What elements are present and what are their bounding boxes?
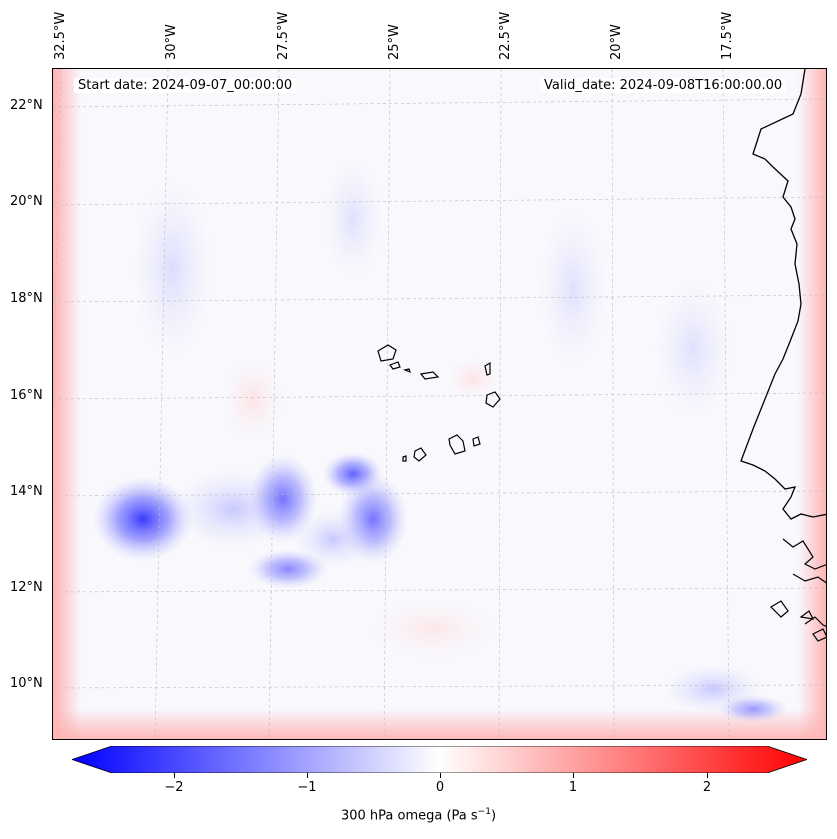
lat-label-14N: 14°N: [10, 484, 43, 499]
colorbar-tickmark: [707, 773, 708, 778]
lon-label-27.5W: 27.5°W: [276, 11, 291, 60]
lat-label-20N: 20°N: [10, 194, 43, 209]
colorbar-tick-label: −1: [297, 780, 317, 795]
map-panel: [52, 68, 827, 740]
graticule: [53, 69, 826, 739]
ascent-features: [93, 452, 788, 723]
lat-label-10N: 10°N: [10, 676, 43, 691]
lat-label-16N: 16°N: [10, 388, 43, 403]
lat-label-18N: 18°N: [10, 291, 43, 306]
lon-label-32.5W: 32.5°W: [53, 11, 68, 60]
colorbar-tickmark: [174, 773, 175, 778]
colorbar-tick-label: 0: [435, 780, 445, 795]
edge-band-left: [53, 69, 81, 739]
edge-band-bottom: [53, 709, 826, 739]
lat-label-22N: 22°N: [10, 98, 43, 113]
colorbar-tick-label: 1: [568, 780, 578, 795]
field-patches: [133, 159, 763, 714]
lat-label-12N: 12°N: [10, 580, 43, 595]
lon-label-17.5W: 17.5°W: [720, 11, 735, 60]
colorbar-tick-label: 2: [702, 780, 712, 795]
lon-label-22.5W: 22.5°W: [498, 11, 513, 60]
start-date-label: Start date: 2024-09-07_00:00:00: [74, 78, 297, 93]
cape-verde-islands: [377, 344, 501, 462]
colorbar-tickmark: [440, 773, 441, 778]
edge-band-right: [798, 69, 826, 739]
colorbar-tickmark: [573, 773, 574, 778]
colorbar-gradient: [70, 745, 809, 774]
colorbar: [70, 745, 809, 774]
colorbar-label: 300 hPa omega (Pa s−1): [340, 807, 497, 824]
africa-coastline: [740, 69, 826, 520]
colorbar-tick-label: −2: [164, 780, 184, 795]
valid-date-label: Valid_date: 2024-09-08T16:00:00.00: [540, 78, 787, 93]
lon-label-25W: 25°W: [387, 24, 402, 60]
colorbar-tickmark: [307, 773, 308, 778]
lon-label-30W: 30°W: [164, 24, 179, 60]
omega-field-map: [53, 69, 826, 739]
west-africa-coast-islands: [770, 538, 826, 642]
lon-label-20W: 20°W: [609, 24, 624, 60]
